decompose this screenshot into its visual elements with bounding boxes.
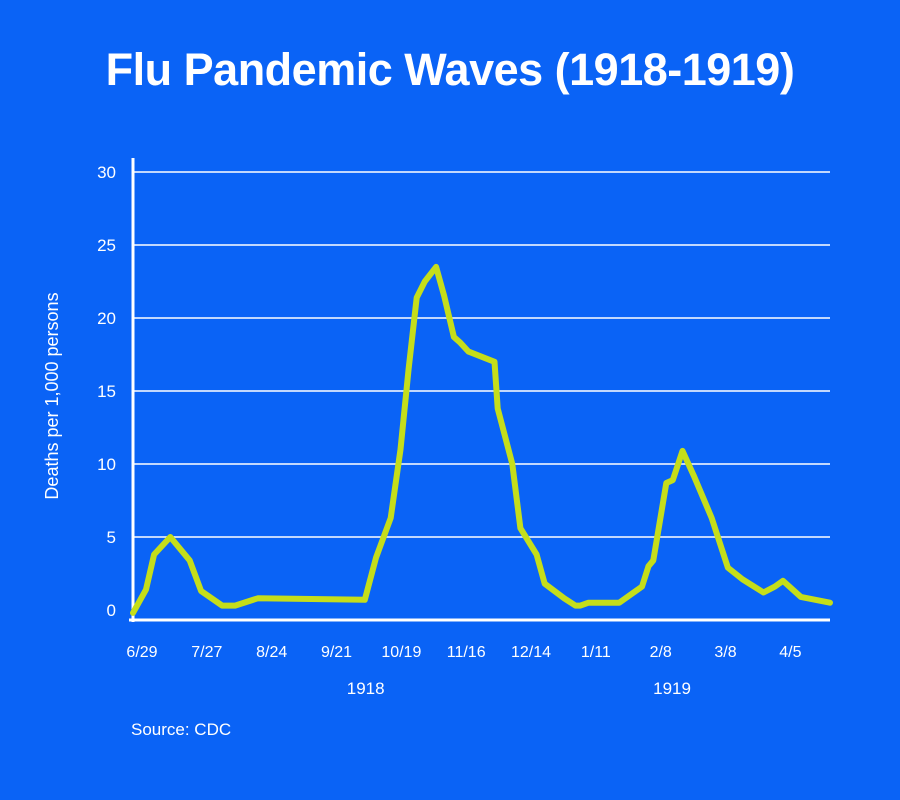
x-tick-label: 12/14	[511, 644, 551, 661]
x-tick-label: 2/8	[650, 644, 672, 661]
y-tick-label: 10	[97, 455, 116, 474]
source-note: Source: CDC	[131, 720, 232, 739]
y-tick-labels: 0 5 10 15 20 25 30	[97, 163, 116, 620]
x-tick-label: 8/24	[256, 644, 287, 661]
y-tick-label: 30	[97, 163, 116, 182]
x-tick-label: 11/16	[447, 644, 486, 661]
y-tick-label: 15	[97, 382, 116, 401]
grid-lines	[133, 171, 830, 538]
y-tick-label: 0	[107, 601, 116, 620]
year-labels: 1918 1919	[347, 679, 691, 698]
y-tick-label: 5	[107, 528, 116, 547]
year-label: 1919	[653, 679, 691, 698]
y-tick-label: 25	[97, 236, 116, 255]
series-line-deaths	[130, 263, 833, 616]
x-tick-label: 1/11	[581, 644, 611, 661]
y-tick-label: 20	[97, 309, 116, 328]
x-tick-label: 7/27	[191, 644, 222, 661]
x-tick-label: 3/8	[714, 644, 736, 661]
x-tick-label: 4/5	[779, 644, 801, 661]
chart-title: Flu Pandemic Waves (1918-1919)	[105, 44, 795, 95]
y-axis-label: Deaths per 1,000 persons	[42, 292, 62, 499]
x-tick-labels: 6/29 7/27 8/24 9/21 10/19 11/16 12/14 1/11 2/8 3/…	[126, 644, 801, 661]
year-label: 1918	[347, 679, 385, 698]
x-tick-label: 10/19	[381, 644, 421, 661]
x-tick-label: 9/21	[321, 644, 352, 661]
x-tick-label: 6/29	[126, 644, 157, 661]
